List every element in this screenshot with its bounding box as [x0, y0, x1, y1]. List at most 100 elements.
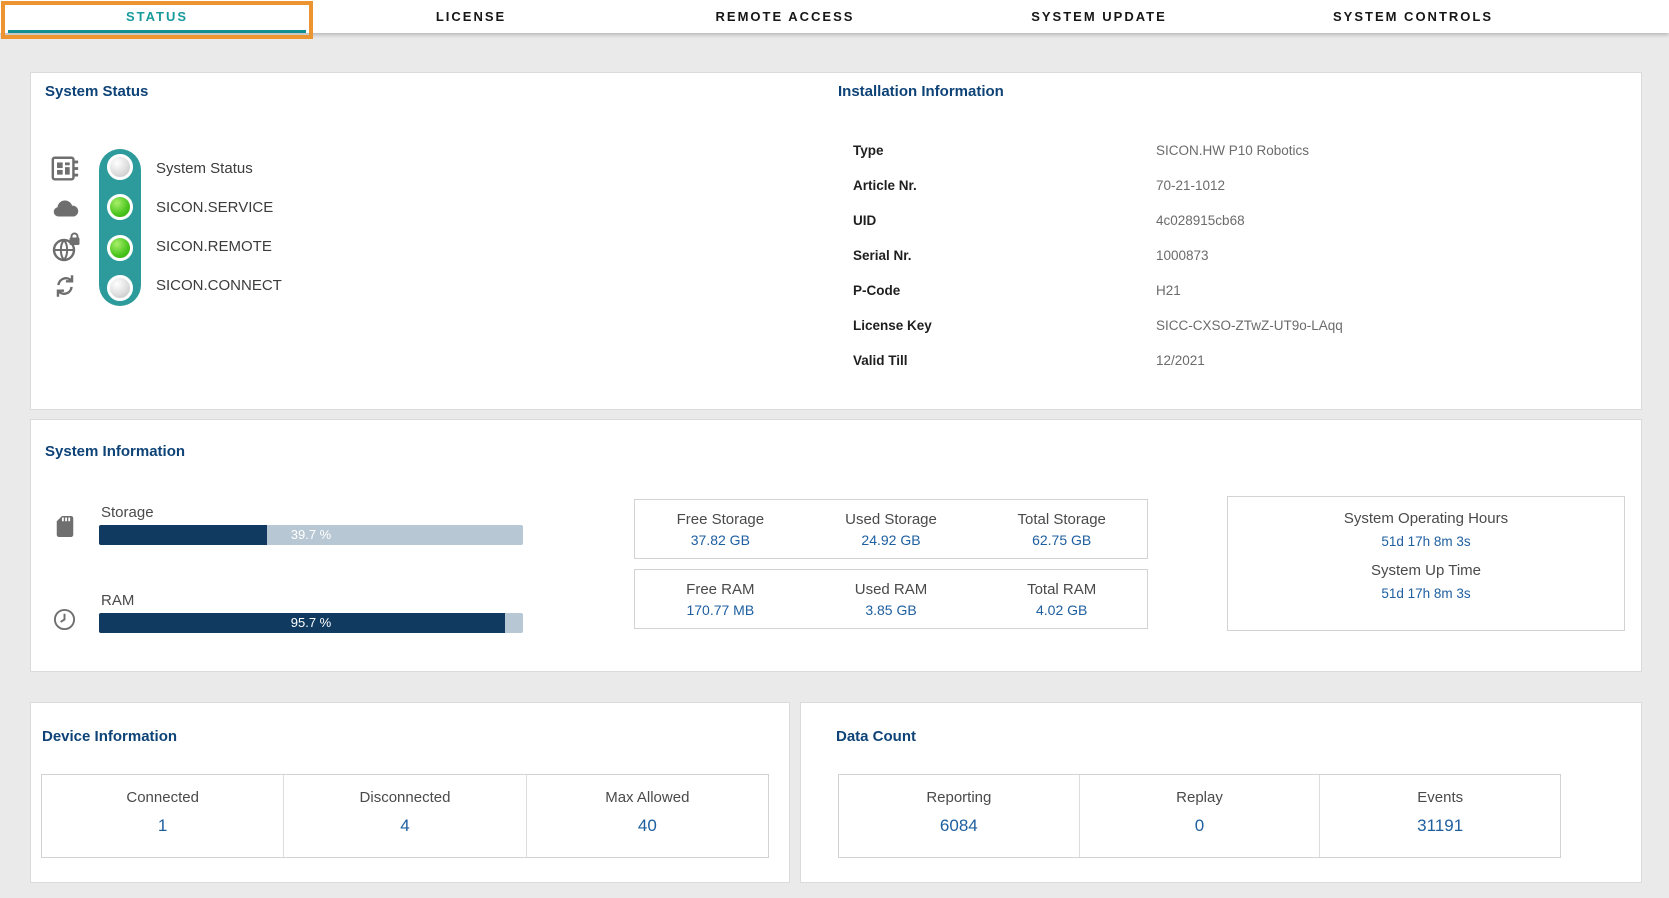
stat-value: 6084	[939, 816, 978, 835]
installation-row: UID 4c028915cb68	[838, 213, 1628, 230]
status-traffic-light	[99, 149, 141, 306]
module-icon	[50, 154, 80, 189]
installation-row-value: SICON.HW P10 Robotics	[1156, 143, 1310, 158]
stat-replay: Replay 0	[1078, 775, 1320, 857]
stat-total-ram: Total RAM 4.02 GB	[976, 570, 1147, 628]
installation-row-label: UID	[853, 213, 877, 228]
tab-system-controls[interactable]: SYSTEM CONTROLS	[1256, 0, 1570, 33]
stat-value: 1	[157, 816, 168, 835]
system-information-card: System Information Storage 39.7 % RAM 95…	[30, 419, 1642, 672]
installation-row-label: Valid Till	[853, 353, 908, 368]
status-installation-card: System Status	[30, 72, 1642, 410]
ram-gauge-label: RAM	[101, 592, 135, 609]
ram-usage-percent: 95.7 %	[290, 615, 332, 630]
storage-usage-percent: 39.7 %	[290, 527, 332, 542]
tab-bar: STATUS LICENSE REMOTE ACCESS SYSTEM UPDA…	[0, 0, 1669, 33]
stat-value: 24.92 GB	[861, 532, 921, 548]
tab-system-update[interactable]: SYSTEM UPDATE	[942, 0, 1256, 33]
stat-label: Total Storage	[1017, 511, 1106, 528]
stat-disconnected: Disconnected 4	[283, 775, 525, 857]
tab-status[interactable]: STATUS	[0, 0, 314, 33]
stat-free-storage: Free Storage 37.82 GB	[635, 500, 806, 558]
clock-icon	[53, 608, 76, 636]
installation-row-value: H21	[1156, 283, 1181, 298]
stat-label: Used Storage	[845, 511, 937, 528]
sync-icon	[50, 271, 80, 306]
stat-label: Total RAM	[1027, 581, 1097, 598]
system-information-title: System Information	[45, 443, 186, 460]
installation-row: Type SICON.HW P10 Robotics	[838, 143, 1628, 160]
tab-license[interactable]: LICENSE	[314, 0, 628, 33]
installation-row: P-Code H21	[838, 283, 1628, 300]
status-label-connect: SICON.CONNECT	[156, 277, 282, 294]
storage-usage-bar-fill	[99, 525, 268, 545]
tab-remote-access-label: REMOTE ACCESS	[715, 9, 855, 24]
operating-hours-value: 51d 17h 8m 3s	[1381, 534, 1471, 549]
stat-events: Events 31191	[1319, 775, 1560, 857]
data-count-card: Data Count Reporting 6084 Replay 0 Event…	[800, 702, 1642, 883]
stat-label: Max Allowed	[605, 789, 690, 806]
stat-value: 31191	[1417, 816, 1464, 835]
stat-value: 4.02 GB	[1035, 602, 1088, 618]
stat-value: 4	[400, 816, 410, 835]
installation-info-title: Installation Information	[838, 83, 1004, 100]
stat-reporting: Reporting 6084	[839, 775, 1079, 857]
installation-row: License Key SICC-CXSO-ZTwZ-UT9o-LAqq	[838, 318, 1628, 335]
installation-row-label: P-Code	[853, 283, 901, 298]
stat-max-allowed: Max Allowed 40	[525, 775, 768, 857]
status-light-remote	[107, 234, 133, 261]
tab-list: STATUS LICENSE REMOTE ACCESS SYSTEM UPDA…	[0, 0, 1570, 33]
uptime-box: System Operating Hours 51d 17h 8m 3s Sys…	[1227, 496, 1625, 631]
stat-value: 3.85 GB	[865, 602, 917, 618]
data-count-stats-box: Reporting 6084 Replay 0 Events 31191	[838, 774, 1561, 858]
stat-value: 170.77 MB	[686, 602, 755, 618]
storage-usage-bar: 39.7 %	[99, 525, 523, 545]
stat-used-storage: Used Storage 24.92 GB	[806, 500, 977, 558]
system-status-title: System Status	[45, 83, 149, 100]
installation-row-value: 4c028915cb68	[1156, 213, 1245, 228]
storage-stats-box: Free Storage 37.82 GB Used Storage 24.92…	[634, 499, 1148, 559]
installation-row-value: SICC-CXSO-ZTwZ-UT9o-LAqq	[1156, 318, 1343, 333]
stat-label: Replay	[1176, 789, 1223, 806]
stat-used-ram: Used RAM 3.85 GB	[806, 570, 977, 628]
stat-label: Connected	[126, 789, 199, 806]
tab-system-update-label: SYSTEM UPDATE	[1031, 9, 1167, 24]
operating-hours-label: System Operating Hours	[1343, 510, 1509, 527]
uptime-value: 51d 17h 8m 3s	[1381, 586, 1471, 601]
stat-label: Free Storage	[676, 511, 765, 528]
stat-value: 62.75 GB	[1032, 532, 1092, 548]
installation-row-label: License Key	[853, 318, 932, 333]
uptime-label: System Up Time	[1370, 562, 1482, 579]
status-label-remote: SICON.REMOTE	[156, 238, 272, 255]
stat-value: 40	[637, 816, 657, 835]
status-light-connect	[107, 274, 133, 301]
tab-status-label: STATUS	[125, 9, 189, 24]
data-count-title: Data Count	[836, 728, 916, 745]
stat-value: 37.82 GB	[690, 532, 750, 548]
installation-row: Article Nr. 70-21-1012	[838, 178, 1628, 195]
installation-row: Serial Nr. 1000873	[838, 248, 1628, 265]
status-label-system: System Status	[156, 160, 253, 177]
installation-row-label: Type	[853, 143, 884, 158]
active-tab-underline	[8, 30, 306, 33]
stat-connected: Connected 1	[42, 775, 283, 857]
globe-lock-icon	[50, 231, 82, 268]
storage-gauge-label: Storage	[101, 504, 154, 521]
installation-row: Valid Till 12/2021	[838, 353, 1628, 370]
cloud-icon	[50, 194, 80, 229]
stat-value: 0	[1194, 816, 1205, 835]
tab-remote-access[interactable]: REMOTE ACCESS	[628, 0, 942, 33]
installation-row-value: 1000873	[1156, 248, 1209, 263]
status-light-service	[107, 194, 133, 221]
stat-label: Reporting	[926, 789, 992, 806]
tab-system-controls-label: SYSTEM CONTROLS	[1332, 9, 1493, 24]
installation-row-label: Serial Nr.	[853, 248, 912, 263]
stat-label: Free RAM	[686, 581, 755, 598]
installation-row-value: 12/2021	[1156, 353, 1205, 368]
stat-label: Disconnected	[359, 789, 451, 806]
sd-card-icon	[56, 515, 74, 543]
status-light-system	[107, 154, 133, 180]
stat-label: Events	[1417, 789, 1464, 806]
device-stats-box: Connected 1 Disconnected 4 Max Allowed 4…	[41, 774, 769, 858]
installation-row-value: 70-21-1012	[1156, 178, 1226, 193]
